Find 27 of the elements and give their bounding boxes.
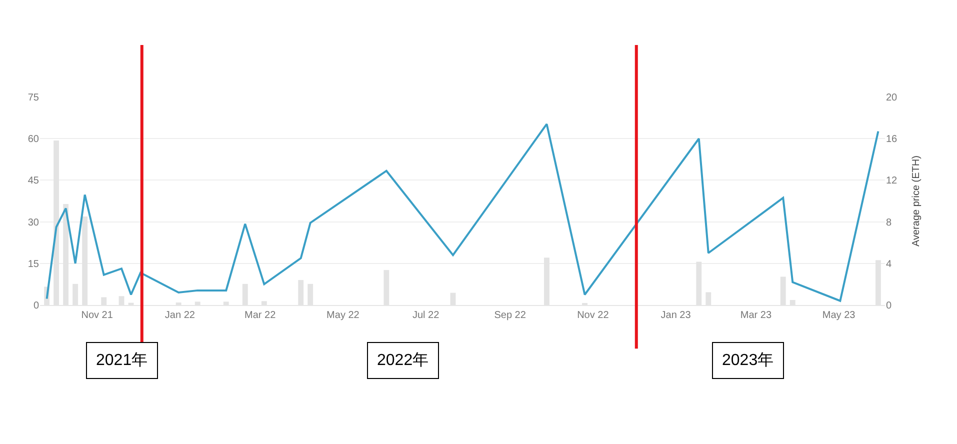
y2-tick-label: 4 (886, 258, 892, 270)
y-tick-label: 75 (28, 92, 40, 104)
x-tick-label: Mar 23 (740, 310, 772, 321)
x-tick-label: Jan 22 (164, 310, 196, 321)
x-tick-label: Sep 22 (494, 310, 526, 321)
x-tick-label: Nov 22 (577, 310, 610, 321)
y2-tick-label: 12 (886, 176, 898, 187)
y-tick-label: 30 (28, 217, 40, 228)
y-tick-label: 60 (28, 134, 40, 146)
y-tick-label: 0 (33, 300, 40, 312)
line-series (46, 123, 880, 302)
x-tick-label: Nov 21 (81, 310, 114, 321)
y2-tick-label: 16 (886, 134, 898, 146)
y2-tick-label: 0 (886, 300, 892, 312)
text: 2022年 (377, 352, 429, 369)
x-tick-label: Jan 23 (660, 310, 692, 321)
y-tick-label: 15 (28, 258, 40, 270)
x-tick-label: May 22 (326, 310, 360, 321)
text: 2023年 (722, 352, 774, 369)
text: 2021年 (96, 352, 148, 369)
x-tick-label: May 23 (822, 310, 856, 321)
y-tick-label: 45 (28, 176, 40, 187)
x-tick-label: Mar 22 (244, 310, 276, 321)
x-tick-label: Jul 22 (412, 310, 440, 321)
y2-tick-label: 20 (886, 92, 898, 104)
y2-axis-title: Average price (ETH) (911, 156, 922, 246)
y2-tick-label: 8 (886, 217, 892, 228)
